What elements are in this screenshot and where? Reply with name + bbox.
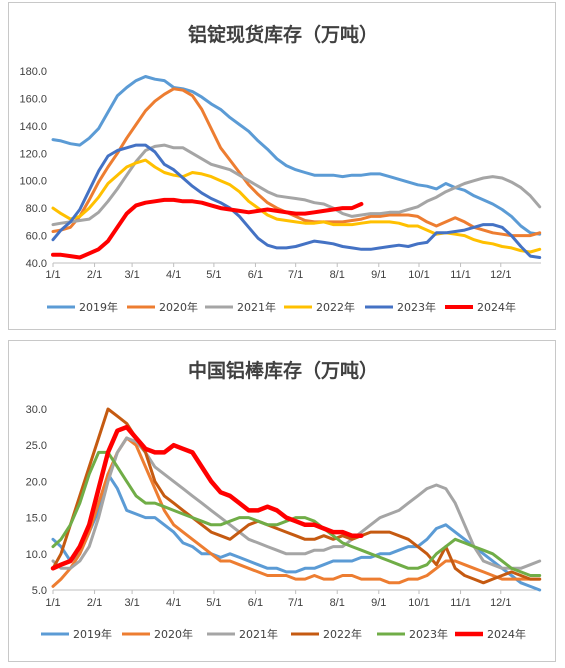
chart-canvas: 铝锭现货库存（万吨） 180.0 160.0 140.0 120.0 100.0 80.0 6… bbox=[19, 23, 542, 314]
series-line-2023年 bbox=[51, 143, 542, 259]
x-tick-label: 10/1 bbox=[408, 269, 429, 281]
legend-label: 2020年 bbox=[159, 300, 198, 314]
x-tick-label: 12/1 bbox=[490, 597, 511, 609]
x-tick-label: 3/1 bbox=[124, 597, 139, 609]
aluminum-rod-inventory-chart: 中国铝棒库存（万吨） 30.0 25.0 20.0 15.0 10.0 5.0 1/1 2/1 3… bbox=[8, 340, 556, 662]
series-line-2021年 bbox=[51, 436, 542, 570]
y-tick-label: 15.0 bbox=[26, 513, 47, 525]
x-tick-label: 7/1 bbox=[288, 597, 303, 609]
chart-title: 中国铝棒库存（万吨） bbox=[188, 359, 378, 382]
series-line-2023年 bbox=[51, 450, 542, 577]
x-tick-label: 2/1 bbox=[87, 269, 102, 281]
series-line-2020年 bbox=[51, 87, 542, 238]
y-tick-label: 30.0 bbox=[26, 404, 47, 416]
legend-label: 2019年 bbox=[79, 300, 118, 314]
x-tick-label: 4/1 bbox=[166, 597, 181, 609]
y-tick-label: 60.0 bbox=[26, 231, 47, 243]
y-tick-label: 140.0 bbox=[19, 121, 47, 133]
y-tick-label: 20.0 bbox=[26, 476, 47, 488]
y-tick-label: 25.0 bbox=[26, 440, 47, 452]
legend-label: 2022年 bbox=[316, 300, 355, 314]
x-tick-label: 6/1 bbox=[248, 269, 263, 281]
x-tick-label: 8/1 bbox=[330, 597, 345, 609]
x-tick-label: 11/1 bbox=[450, 269, 471, 281]
x-tick-label: 5/1 bbox=[206, 269, 221, 281]
x-tick-label: 1/1 bbox=[45, 597, 60, 609]
chart-canvas: 中国铝棒库存（万吨） 30.0 25.0 20.0 15.0 10.0 5.01/1 2/1 3… bbox=[26, 359, 542, 641]
x-tick-label: 5/1 bbox=[206, 597, 221, 609]
y-tick-label: 80.0 bbox=[26, 203, 47, 215]
x-tick-label: 6/1 bbox=[248, 597, 263, 609]
y-tick-label: 100.0 bbox=[19, 176, 47, 188]
series-line-2019年 bbox=[51, 472, 542, 592]
x-tick-label: 9/1 bbox=[371, 269, 386, 281]
series-line-2024年 bbox=[50, 424, 364, 571]
y-tick-label: 40.0 bbox=[26, 258, 47, 270]
series-line-2021年 bbox=[51, 143, 542, 227]
series-line-2020年 bbox=[51, 436, 542, 588]
chart-title: 铝锭现货库存（万吨） bbox=[188, 23, 378, 46]
x-tick-label: 10/1 bbox=[408, 597, 429, 609]
x-tick-label: 7/1 bbox=[288, 269, 303, 281]
x-tick-label: 2/1 bbox=[87, 597, 102, 609]
legend-label: 2019年 bbox=[73, 627, 112, 641]
legend-label: 2023年 bbox=[409, 627, 448, 641]
x-tick-label: 1/1 bbox=[45, 269, 60, 281]
series-line-2022年 bbox=[51, 158, 542, 254]
aluminum-ingot-inventory-chart: 铝锭现货库存（万吨） 180.0 160.0 140.0 120.0 100.0 80.0 6… bbox=[8, 2, 556, 330]
y-tick-label: 120.0 bbox=[19, 148, 47, 160]
x-tick-label: 9/1 bbox=[371, 597, 386, 609]
y-tick-label: 160.0 bbox=[19, 93, 47, 105]
y-tick-label: 10.0 bbox=[26, 549, 47, 561]
legend-label: 2021年 bbox=[237, 300, 276, 314]
legend-label: 2024年 bbox=[487, 627, 526, 641]
legend-label: 2022年 bbox=[323, 627, 362, 641]
legend-label: 2020年 bbox=[154, 627, 193, 641]
x-tick-label: 4/1 bbox=[166, 269, 181, 281]
x-tick-label: 12/1 bbox=[490, 269, 511, 281]
series-line-2024年 bbox=[51, 197, 364, 260]
legend-label: 2024年 bbox=[477, 300, 516, 314]
x-tick-label: 11/1 bbox=[450, 597, 471, 609]
series-line-2019年 bbox=[51, 75, 542, 236]
x-tick-label: 8/1 bbox=[330, 269, 345, 281]
x-tick-label: 3/1 bbox=[124, 269, 139, 281]
legend-label: 2021年 bbox=[239, 627, 278, 641]
y-tick-label: 5.0 bbox=[32, 585, 47, 597]
legend-label: 2023年 bbox=[397, 300, 436, 314]
y-tick-label: 180.0 bbox=[19, 66, 47, 78]
series-line-2022年 bbox=[51, 407, 542, 585]
